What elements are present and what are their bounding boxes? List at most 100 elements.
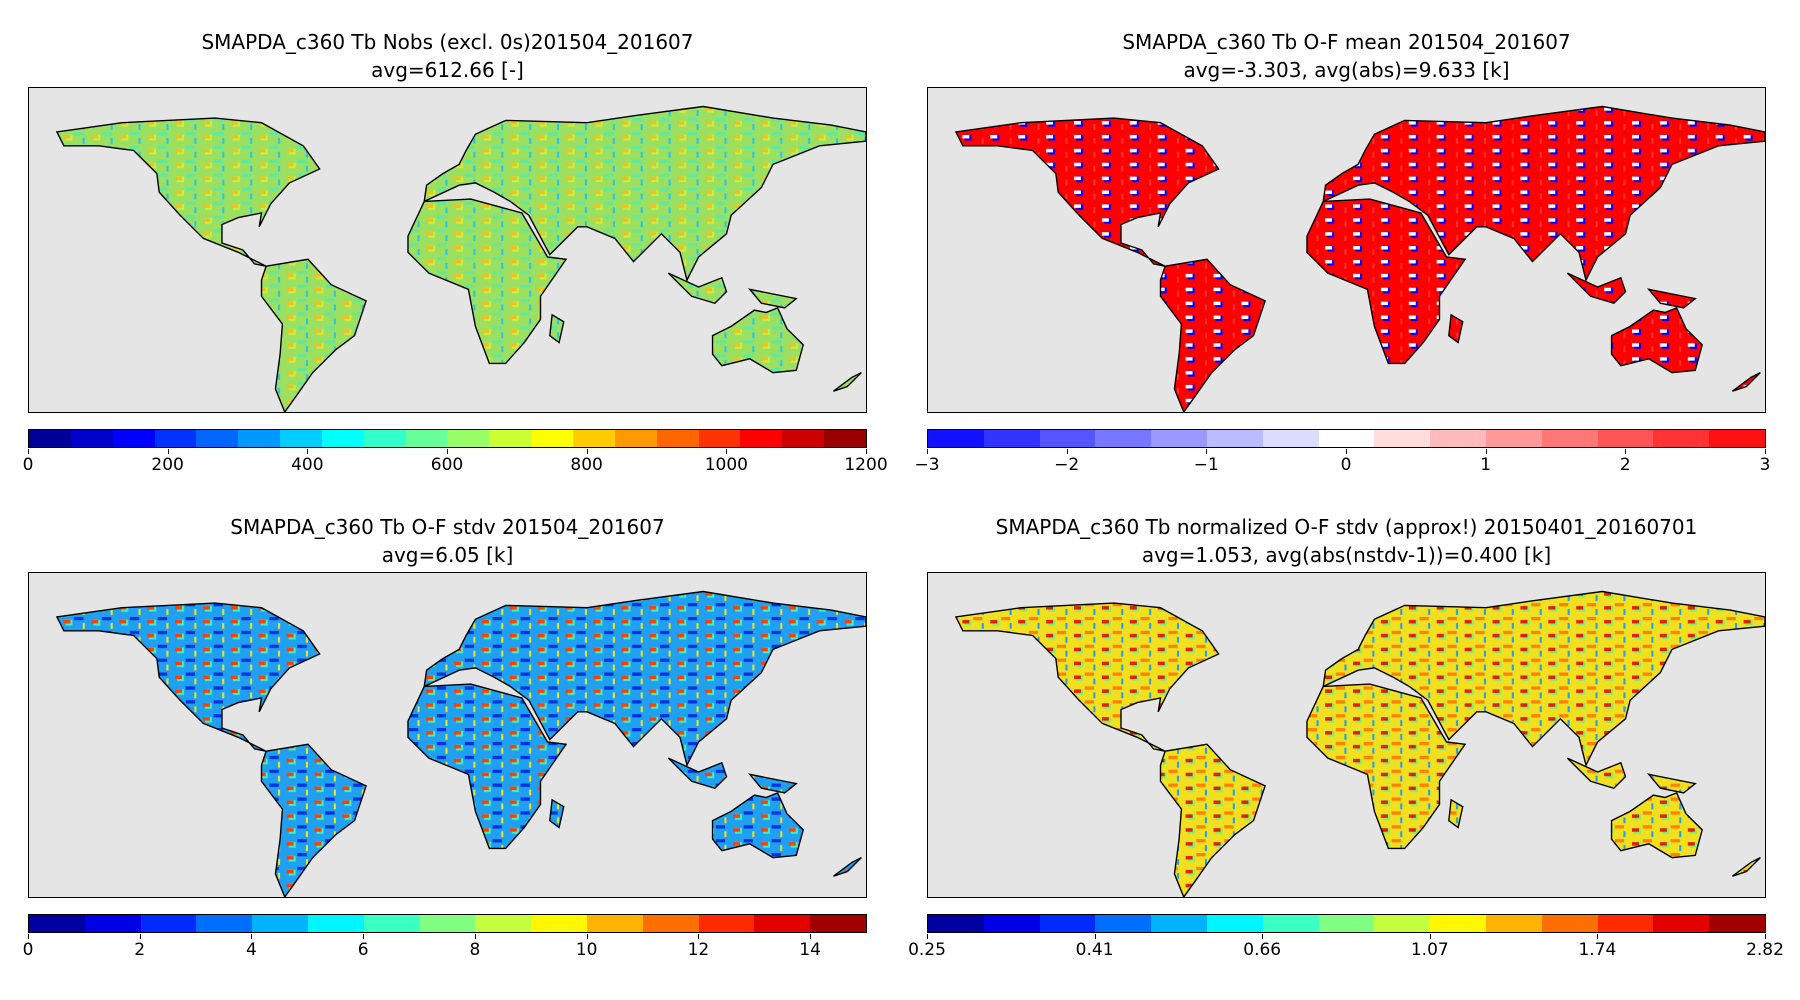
colorbar-segment [1430, 430, 1486, 447]
tick-label: 1.74 [1578, 940, 1617, 960]
panel-title: SMAPDA_c360 Tb O-F mean 201504_201607 [1122, 30, 1571, 54]
colorbar-segment [1597, 915, 1654, 932]
panel-subtitle: avg=1.053, avg(abs(nstdv-1))=0.400 [k] [1141, 543, 1552, 567]
colorbar-segment [154, 430, 197, 447]
tick-mark [474, 934, 476, 939]
tick-mark [1429, 934, 1431, 939]
tick-label: 6 [357, 940, 369, 960]
colorbar-segment [1095, 430, 1152, 447]
colorbar-segment [656, 430, 699, 447]
tick-label: 1.07 [1410, 940, 1449, 960]
colorbar-segment [405, 430, 448, 447]
colorbar-segment [196, 915, 253, 932]
tick-label: 2 [1619, 455, 1631, 475]
tick-mark [586, 934, 588, 939]
tick-label: 0.41 [1075, 940, 1114, 960]
colorbar-ticks: 0.25 0.41 0.66 1.07 1.74 2.82 [908, 934, 1784, 970]
colorbar-segment [1318, 430, 1375, 447]
tick-mark [1094, 934, 1096, 939]
colorbar-segment [196, 430, 239, 447]
tick-mark [363, 934, 365, 939]
tick-label: 1200 [844, 455, 888, 475]
tick-label: 12 [687, 940, 710, 960]
tick-mark [726, 449, 728, 454]
panel-subtitle: avg=6.05 [k] [381, 543, 514, 567]
world-map [927, 572, 1766, 898]
colorbar-segment [1709, 430, 1765, 447]
tick-label: 400 [291, 455, 324, 475]
world-map [28, 572, 867, 898]
colorbar-segment [928, 430, 984, 447]
tick-label: 0 [22, 940, 34, 960]
colorbar-segment [84, 915, 141, 932]
tick-label: 0.66 [1243, 940, 1282, 960]
tick-mark [927, 934, 928, 939]
colorbar-segment [1318, 915, 1375, 932]
colorbar-segment [1653, 430, 1710, 447]
tick-mark [866, 449, 867, 454]
colorbar-ticks: 0 200 400 600 800 1000 1200 [23, 449, 888, 485]
tick-mark [1597, 934, 1599, 939]
colorbar-segment [1039, 430, 1096, 447]
colorbar-segment [754, 915, 811, 932]
tick-label: 10 [575, 940, 598, 960]
panel-subtitle: avg=612.66 [-] [371, 58, 524, 82]
tick-label: 0 [22, 455, 34, 475]
colorbar-segment [782, 430, 825, 447]
tick-mark [1485, 449, 1487, 454]
world-map [927, 87, 1766, 413]
colorbar-segment [983, 430, 1040, 447]
tick-label: −2 [1054, 455, 1080, 475]
tick-mark [28, 934, 29, 939]
colorbar-segment [1151, 430, 1207, 447]
colorbar-segment [29, 430, 71, 447]
colorbar-segment [1262, 915, 1319, 932]
tick-mark [139, 934, 141, 939]
land-mass [55, 590, 866, 897]
colorbar-segment [698, 915, 755, 932]
world-map [28, 87, 867, 413]
panel-subtitle: avg=-3.303, avg(abs)=9.633 [k] [1183, 58, 1510, 82]
colorbar-segment [1039, 915, 1096, 932]
colorbar-segment [29, 915, 85, 932]
panel-title: SMAPDA_c360 Tb normalized O-F stdv (appr… [995, 515, 1698, 539]
panel-title: SMAPDA_c360 Tb Nobs (excl. 0s)201504_201… [201, 30, 694, 54]
colorbar [28, 914, 867, 933]
panel-title: SMAPDA_c360 Tb O-F stdv 201504_201607 [230, 515, 665, 539]
tick-mark [698, 934, 700, 939]
land-mass [55, 105, 866, 412]
tick-label: −1 [1193, 455, 1219, 475]
colorbar-segment [140, 915, 197, 932]
tick-label: 600 [430, 455, 464, 475]
colorbar-segment [363, 915, 420, 932]
colorbar-segment [1709, 915, 1765, 932]
tick-label: 2.82 [1746, 940, 1784, 960]
colorbar-segment [363, 430, 406, 447]
colorbar-segment [419, 915, 476, 932]
colorbar-ticks: −3 −2 −1 0 1 2 3 [914, 449, 1770, 485]
colorbar-segment [531, 915, 587, 932]
tick-mark [307, 449, 309, 454]
tick-label: 4 [246, 940, 257, 960]
tick-mark [167, 449, 169, 454]
colorbar-segment [112, 430, 155, 447]
tick-label: 3 [1759, 455, 1771, 475]
colorbar-segment [983, 915, 1040, 932]
colorbar-segment [740, 430, 783, 447]
tick-mark [1066, 449, 1068, 454]
colorbar-segment [70, 430, 113, 447]
colorbar-segment [1541, 430, 1598, 447]
colorbar-segment [614, 430, 657, 447]
tick-mark [1206, 449, 1208, 454]
colorbar [28, 429, 867, 448]
colorbar-segment [280, 430, 322, 447]
colorbar-segment [1541, 915, 1598, 932]
colorbar-segment [810, 915, 866, 932]
colorbar-segment [531, 430, 573, 447]
colorbar-segment [1262, 430, 1319, 447]
tick-label: 2 [134, 940, 146, 960]
colorbar-segment [321, 430, 364, 447]
colorbar-segment [1430, 915, 1486, 932]
tick-mark [1346, 449, 1347, 454]
